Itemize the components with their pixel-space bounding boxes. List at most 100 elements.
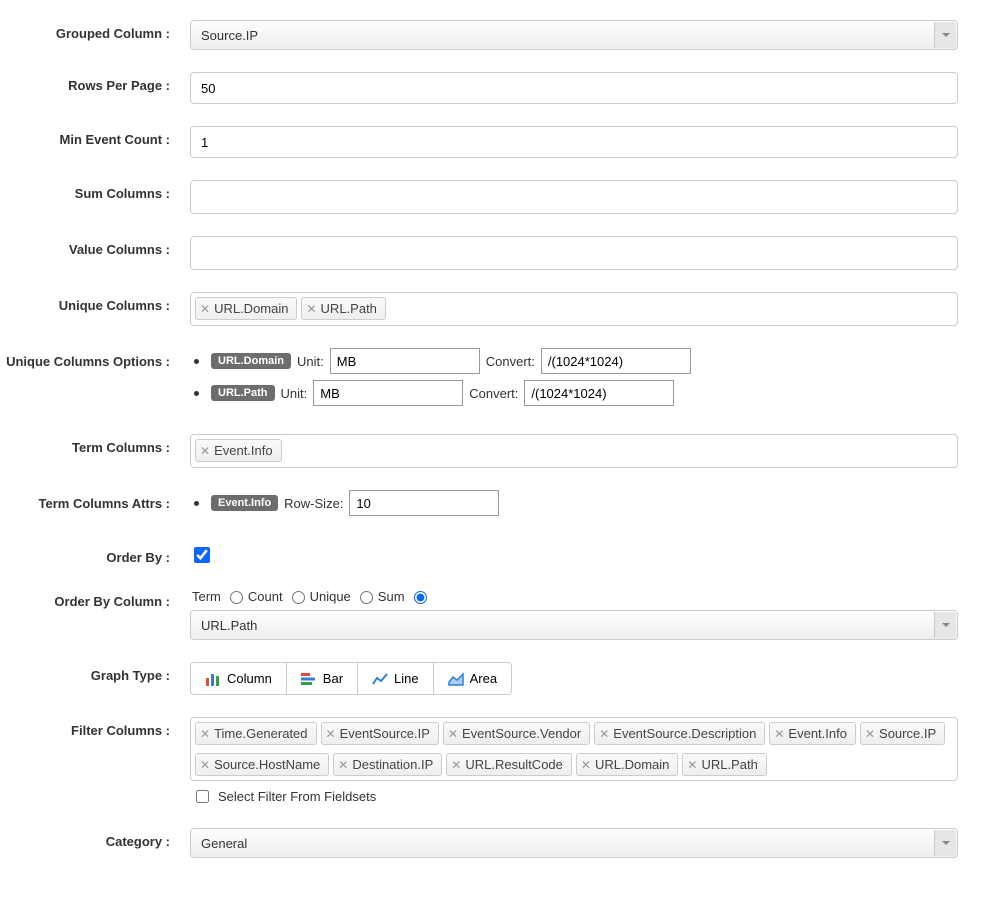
remove-tag-icon[interactable]: ✕ <box>448 727 458 741</box>
filter-fieldsets-checkbox[interactable] <box>196 790 209 803</box>
unique-column-option-row: URL.PathUnit:Convert: <box>190 380 958 406</box>
tag-label: URL.Domain <box>214 301 288 316</box>
label-order-by-column: Order By Column : <box>0 588 190 609</box>
radio-label-unique: Unique <box>310 589 351 604</box>
tag-label: Event.Info <box>788 726 847 741</box>
graph-type-bar-label: Bar <box>323 671 343 686</box>
label-filter-columns: Filter Columns : <box>0 717 190 738</box>
radio-label-term: Term <box>192 589 221 604</box>
category-select[interactable]: General <box>190 828 958 858</box>
convert-input[interactable] <box>524 380 674 406</box>
option-pill: URL.Domain <box>211 353 291 369</box>
label-category: Category : <box>0 828 190 849</box>
remove-tag-icon[interactable]: ✕ <box>200 758 210 772</box>
tag-label: EventSource.Description <box>613 726 756 741</box>
term-columns-input[interactable]: ✕ Event.Info <box>190 434 958 468</box>
tag-label: Destination.IP <box>352 757 433 772</box>
label-min-event-count: Min Event Count : <box>0 126 190 147</box>
rows-per-page-input[interactable] <box>190 72 958 104</box>
radio-count[interactable] <box>292 591 305 604</box>
tag-label: Source.HostName <box>214 757 320 772</box>
column-chart-icon <box>205 672 221 686</box>
tag[interactable]: ✕ Source.HostName <box>195 753 329 776</box>
chevron-down-icon <box>934 612 956 638</box>
filter-columns-input[interactable]: ✕ Time.Generated ✕ EventSource.IP ✕ EventSour… <box>190 717 958 781</box>
remove-tag-icon[interactable]: ✕ <box>599 727 609 741</box>
unique-columns-input[interactable]: ✕ URL.Domain ✕ URL.Path <box>190 292 958 326</box>
tag-label: EventSource.Vendor <box>462 726 581 741</box>
graph-type-area-label: Area <box>470 671 497 686</box>
sum-columns-input[interactable] <box>190 180 958 214</box>
tag-label: EventSource.IP <box>340 726 430 741</box>
graph-type-bar-button[interactable]: Bar <box>286 662 358 695</box>
grouped-column-select[interactable]: Source.IP <box>190 20 958 50</box>
remove-tag-icon[interactable]: ✕ <box>338 758 348 772</box>
tag-label: Source.IP <box>879 726 936 741</box>
tag[interactable]: ✕ Destination.IP <box>333 753 442 776</box>
remove-tag-icon[interactable]: ✕ <box>200 727 210 741</box>
bullet-icon <box>194 359 199 364</box>
label-grouped-column: Grouped Column : <box>0 20 190 41</box>
tag[interactable]: ✕ Event.Info <box>195 439 282 462</box>
tag[interactable]: ✕ URL.Domain <box>576 753 678 776</box>
label-graph-type: Graph Type : <box>0 662 190 683</box>
label-unique-columns: Unique Columns : <box>0 292 190 313</box>
tag-label: Time.Generated <box>214 726 307 741</box>
remove-tag-icon[interactable]: ✕ <box>200 444 210 458</box>
remove-tag-icon[interactable]: ✕ <box>687 758 697 772</box>
chevron-down-icon <box>934 22 956 48</box>
graph-type-column-button[interactable]: Column <box>190 662 287 695</box>
unit-label: Unit: <box>297 354 324 369</box>
remove-tag-icon[interactable]: ✕ <box>774 727 784 741</box>
category-value: General <box>201 836 247 851</box>
tag[interactable]: ✕ URL.Domain <box>195 297 297 320</box>
label-term-columns-attrs: Term Columns Attrs : <box>0 490 190 511</box>
min-event-count-input[interactable] <box>190 126 958 158</box>
tag[interactable]: ✕ URL.ResultCode <box>446 753 572 776</box>
filter-fieldsets-label: Select Filter From Fieldsets <box>218 789 376 804</box>
remove-tag-icon[interactable]: ✕ <box>326 727 336 741</box>
unit-label: Unit: <box>281 386 308 401</box>
tag[interactable]: ✕ Source.IP <box>860 722 945 745</box>
order-by-radio-group: Term Count Unique Sum <box>190 588 958 604</box>
graph-type-area-button[interactable]: Area <box>433 662 512 695</box>
line-chart-icon <box>372 672 388 686</box>
radio-term[interactable] <box>230 591 243 604</box>
unit-input[interactable] <box>313 380 463 406</box>
unit-input[interactable] <box>330 348 480 374</box>
graph-type-column-label: Column <box>227 671 272 686</box>
tag-label: URL.Path <box>321 301 377 316</box>
remove-tag-icon[interactable]: ✕ <box>200 302 210 316</box>
tag[interactable]: ✕ URL.Path <box>682 753 766 776</box>
tag-label: URL.Domain <box>595 757 669 772</box>
tag-label: URL.Path <box>701 757 757 772</box>
unique-column-option-row: URL.DomainUnit:Convert: <box>190 348 958 374</box>
tag-label: Event.Info <box>214 443 273 458</box>
convert-input[interactable] <box>541 348 691 374</box>
tag[interactable]: ✕ URL.Path <box>301 297 385 320</box>
radio-sum[interactable] <box>414 591 427 604</box>
remove-tag-icon[interactable]: ✕ <box>581 758 591 772</box>
graph-type-line-button[interactable]: Line <box>357 662 434 695</box>
tag[interactable]: ✕ EventSource.IP <box>321 722 439 745</box>
label-order-by: Order By : <box>0 544 190 565</box>
remove-tag-icon[interactable]: ✕ <box>865 727 875 741</box>
rowsize-input[interactable] <box>349 490 499 516</box>
order-by-column-select[interactable]: URL.Path <box>190 610 958 640</box>
option-pill: URL.Path <box>211 385 275 401</box>
tag[interactable]: ✕ EventSource.Vendor <box>443 722 590 745</box>
label-term-columns: Term Columns : <box>0 434 190 455</box>
graph-type-line-label: Line <box>394 671 419 686</box>
remove-tag-icon[interactable]: ✕ <box>306 302 316 316</box>
radio-label-count: Count <box>248 589 283 604</box>
order-by-checkbox[interactable] <box>194 547 210 563</box>
radio-unique[interactable] <box>360 591 373 604</box>
tag-label: URL.ResultCode <box>465 757 563 772</box>
tag[interactable]: ✕ Time.Generated <box>195 722 317 745</box>
remove-tag-icon[interactable]: ✕ <box>451 758 461 772</box>
tag[interactable]: ✕ Event.Info <box>769 722 856 745</box>
label-sum-columns: Sum Columns : <box>0 180 190 201</box>
value-columns-input[interactable] <box>190 236 958 270</box>
tag[interactable]: ✕ EventSource.Description <box>594 722 765 745</box>
area-chart-icon <box>448 672 464 686</box>
